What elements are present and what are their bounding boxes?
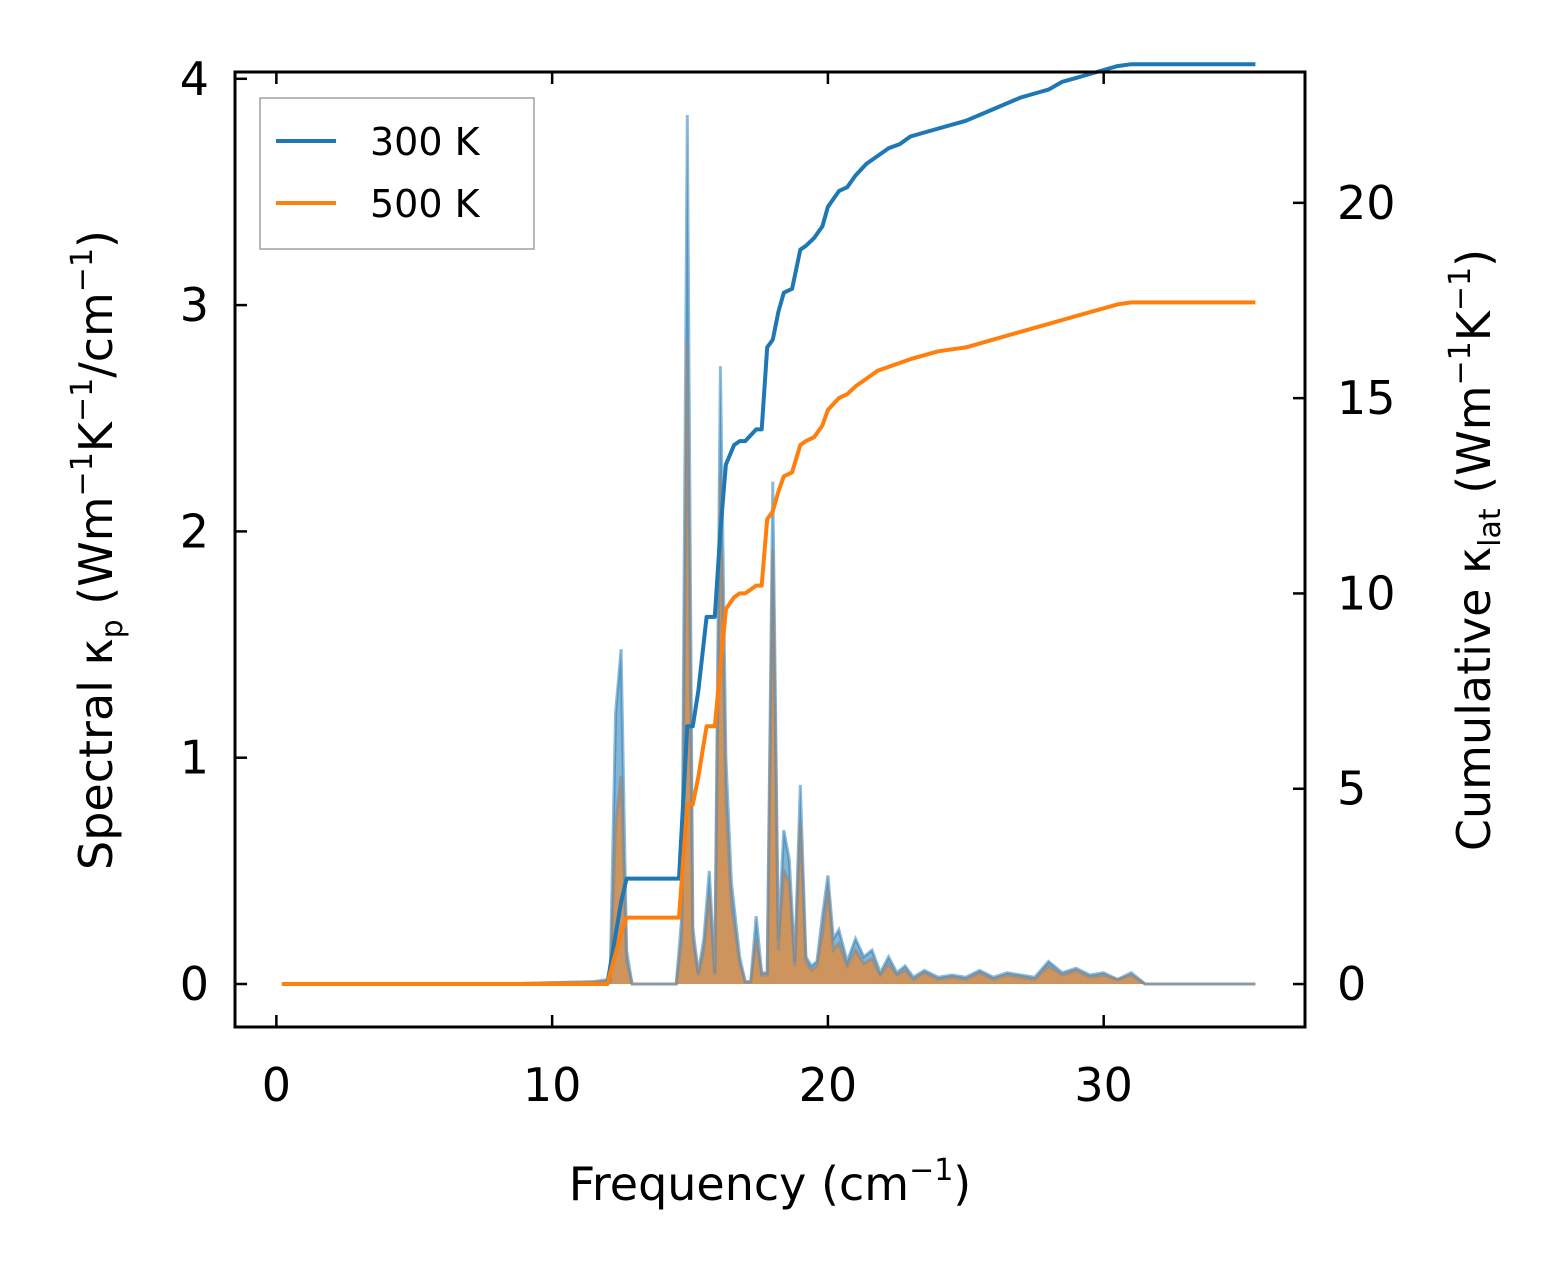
- y-left-axis-title: Spectral κp (Wm−1K−1/cm−1): [65, 230, 130, 870]
- y-right-tick-label: 20: [1337, 176, 1396, 230]
- legend-label-300k: 300 K: [370, 120, 481, 164]
- y-left-tick-label: 3: [180, 278, 209, 332]
- y-right-tick-label: 0: [1337, 957, 1366, 1011]
- y-left-tick-label: 0: [180, 957, 209, 1011]
- spectral-lines: [281, 114, 1256, 986]
- cumulative-lines: [281, 62, 1256, 986]
- plot-frame: [233, 70, 1307, 1029]
- y-right-tick-label: 10: [1337, 566, 1396, 620]
- y-right-axis-title: Cumulative κlat (Wm−1K−1): [1443, 249, 1508, 851]
- x-tick-label: 0: [262, 1058, 291, 1112]
- x-tick-label: 20: [799, 1058, 858, 1112]
- x-axis-ticks: 0 10 20 30: [262, 72, 1133, 1112]
- legend: 300 K 500 K: [259, 97, 535, 250]
- cumulative-line-300k: [281, 62, 1256, 986]
- x-axis-title: Frequency (cm−1): [569, 1153, 972, 1211]
- y-right-axis-ticks: 0 5 10 15 20: [1293, 176, 1396, 1011]
- y-left-tick-label: 2: [180, 504, 209, 558]
- spectral-line-500k: [281, 341, 1256, 986]
- legend-label-500k: 500 K: [370, 182, 481, 226]
- x-tick-label: 10: [523, 1058, 582, 1112]
- cumulative-line-500k: [281, 300, 1256, 986]
- y-left-axis-ticks: 0 1 2 3 4: [180, 52, 247, 1011]
- y-right-tick-label: 15: [1337, 371, 1396, 425]
- legend-box: [259, 97, 535, 250]
- y-left-tick-label: 1: [180, 731, 209, 785]
- y-left-tick-label: 4: [180, 52, 209, 106]
- y-right-tick-label: 5: [1337, 762, 1366, 816]
- x-tick-label: 30: [1074, 1058, 1133, 1112]
